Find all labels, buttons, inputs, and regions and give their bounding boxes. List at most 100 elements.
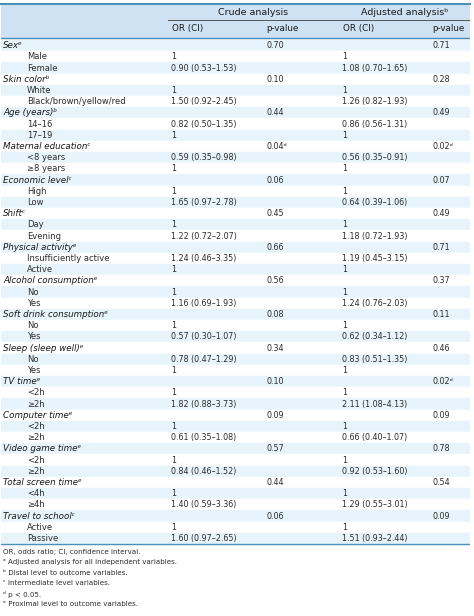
Text: White: White <box>27 86 52 95</box>
Text: 0.92 (0.53–1.60): 0.92 (0.53–1.60) <box>342 467 408 476</box>
Text: Black/brown/yellow/red: Black/brown/yellow/red <box>27 97 126 106</box>
Bar <box>1 477 470 488</box>
Text: Yes: Yes <box>27 299 41 308</box>
Text: 0.56 (0.35–0.91): 0.56 (0.35–0.91) <box>342 153 408 162</box>
Text: 0.56: 0.56 <box>266 277 283 285</box>
Text: 1: 1 <box>342 422 347 431</box>
Text: <8 years: <8 years <box>27 153 65 162</box>
Text: Shiftᶜ: Shiftᶜ <box>3 209 27 218</box>
Text: Evening: Evening <box>27 232 61 241</box>
Text: 1: 1 <box>342 366 347 375</box>
Text: 1.26 (0.82–1.93): 1.26 (0.82–1.93) <box>342 97 408 106</box>
Bar <box>1 399 470 410</box>
Text: 1: 1 <box>342 265 347 274</box>
Text: ≥2h: ≥2h <box>27 400 45 408</box>
Text: 0.07: 0.07 <box>432 176 450 185</box>
Text: ≥2h: ≥2h <box>27 433 45 442</box>
Text: 1: 1 <box>172 456 176 464</box>
Text: 1.40 (0.59–3.36): 1.40 (0.59–3.36) <box>172 500 237 509</box>
Text: p-value: p-value <box>266 25 298 33</box>
Text: 0.09: 0.09 <box>266 411 283 419</box>
Bar <box>1 4 470 38</box>
Bar <box>1 387 470 399</box>
Text: 0.10: 0.10 <box>266 377 283 386</box>
Text: ᵇ Distal level to outcome variables.: ᵇ Distal level to outcome variables. <box>3 570 128 576</box>
Text: 1.18 (0.72–1.93): 1.18 (0.72–1.93) <box>342 232 408 241</box>
Text: Insufficiently active: Insufficiently active <box>27 254 109 263</box>
Text: ≥2h: ≥2h <box>27 467 45 476</box>
Text: 0.46: 0.46 <box>432 344 450 352</box>
Text: 1.08 (0.70–1.65): 1.08 (0.70–1.65) <box>342 63 408 73</box>
Bar <box>1 511 470 522</box>
Bar <box>1 230 470 241</box>
Text: 1: 1 <box>172 131 176 140</box>
Bar <box>1 152 470 163</box>
Text: 0.34: 0.34 <box>266 344 283 352</box>
Text: 0.11: 0.11 <box>432 310 450 319</box>
Bar <box>1 85 470 96</box>
Text: Sleep (sleep well)ᵉ: Sleep (sleep well)ᵉ <box>3 344 83 352</box>
Text: 1: 1 <box>172 321 176 330</box>
Text: 0.62 (0.34–1.12): 0.62 (0.34–1.12) <box>342 333 408 341</box>
Text: Soft drink consumptionᵉ: Soft drink consumptionᵉ <box>3 310 108 319</box>
Text: Passive: Passive <box>27 534 58 543</box>
Bar <box>1 488 470 500</box>
Text: Total screen timeᵉ: Total screen timeᵉ <box>3 478 82 487</box>
Text: 1.24 (0.76–2.03): 1.24 (0.76–2.03) <box>342 299 408 308</box>
Text: 0.84 (0.46–1.52): 0.84 (0.46–1.52) <box>172 467 237 476</box>
Text: 0.49: 0.49 <box>432 209 450 218</box>
Bar <box>1 96 470 107</box>
Text: No: No <box>27 321 39 330</box>
Text: 0.78: 0.78 <box>432 444 450 453</box>
Text: 1: 1 <box>172 265 176 274</box>
Text: Alcohol consumptionᵉ: Alcohol consumptionᵉ <box>3 277 98 285</box>
Text: 1: 1 <box>342 456 347 464</box>
Bar <box>1 309 470 320</box>
Text: 0.54: 0.54 <box>432 478 450 487</box>
Bar <box>1 432 470 444</box>
Text: 0.78 (0.47–1.29): 0.78 (0.47–1.29) <box>172 355 237 364</box>
Text: <4h: <4h <box>27 489 45 498</box>
Text: Economic levelᶜ: Economic levelᶜ <box>3 176 72 185</box>
Text: Maternal educationᶜ: Maternal educationᶜ <box>3 142 91 151</box>
Text: 1: 1 <box>342 489 347 498</box>
Text: 1: 1 <box>172 288 176 296</box>
Text: 0.57 (0.30–1.07): 0.57 (0.30–1.07) <box>172 333 237 341</box>
Text: 0.90 (0.53–1.53): 0.90 (0.53–1.53) <box>172 63 237 73</box>
Text: 1: 1 <box>172 52 176 62</box>
Text: 0.04ᵈ: 0.04ᵈ <box>266 142 287 151</box>
Text: ᵃ Adjusted analysis for all independent variables.: ᵃ Adjusted analysis for all independent … <box>3 559 177 565</box>
Bar <box>1 354 470 365</box>
Bar <box>1 241 470 253</box>
Text: No: No <box>27 355 39 364</box>
Text: <2h: <2h <box>27 456 45 464</box>
Text: 0.57: 0.57 <box>266 444 284 453</box>
Text: OR (CI): OR (CI) <box>173 25 204 33</box>
Bar <box>1 466 470 477</box>
Text: Crude analysis: Crude analysis <box>218 7 288 17</box>
Text: 1.50 (0.92–2.45): 1.50 (0.92–2.45) <box>172 97 237 106</box>
Text: 1.82 (0.88–3.73): 1.82 (0.88–3.73) <box>172 400 237 408</box>
Bar <box>1 365 470 376</box>
Text: Travel to schoolᶜ: Travel to schoolᶜ <box>3 511 75 521</box>
Text: 1: 1 <box>342 388 347 397</box>
Bar <box>1 129 470 141</box>
Text: 0.06: 0.06 <box>266 511 283 521</box>
Text: 1.65 (0.97–2.78): 1.65 (0.97–2.78) <box>172 198 237 207</box>
Text: 0.61 (0.35–1.08): 0.61 (0.35–1.08) <box>172 433 237 442</box>
Text: 17–19: 17–19 <box>27 131 53 140</box>
Text: ᵉ Proximal level to outcome variables.: ᵉ Proximal level to outcome variables. <box>3 601 138 607</box>
Text: 1: 1 <box>342 288 347 296</box>
Bar <box>1 331 470 342</box>
Text: 1: 1 <box>342 52 347 62</box>
Bar <box>1 107 470 118</box>
Text: 0.70: 0.70 <box>266 41 283 50</box>
Text: Active: Active <box>27 265 53 274</box>
Text: Female: Female <box>27 63 58 73</box>
Text: p-value: p-value <box>432 25 465 33</box>
Text: Sexᵉ: Sexᵉ <box>3 41 23 50</box>
Bar <box>1 286 470 298</box>
Text: 1: 1 <box>172 187 176 196</box>
Text: High: High <box>27 187 46 196</box>
Text: 1: 1 <box>342 131 347 140</box>
